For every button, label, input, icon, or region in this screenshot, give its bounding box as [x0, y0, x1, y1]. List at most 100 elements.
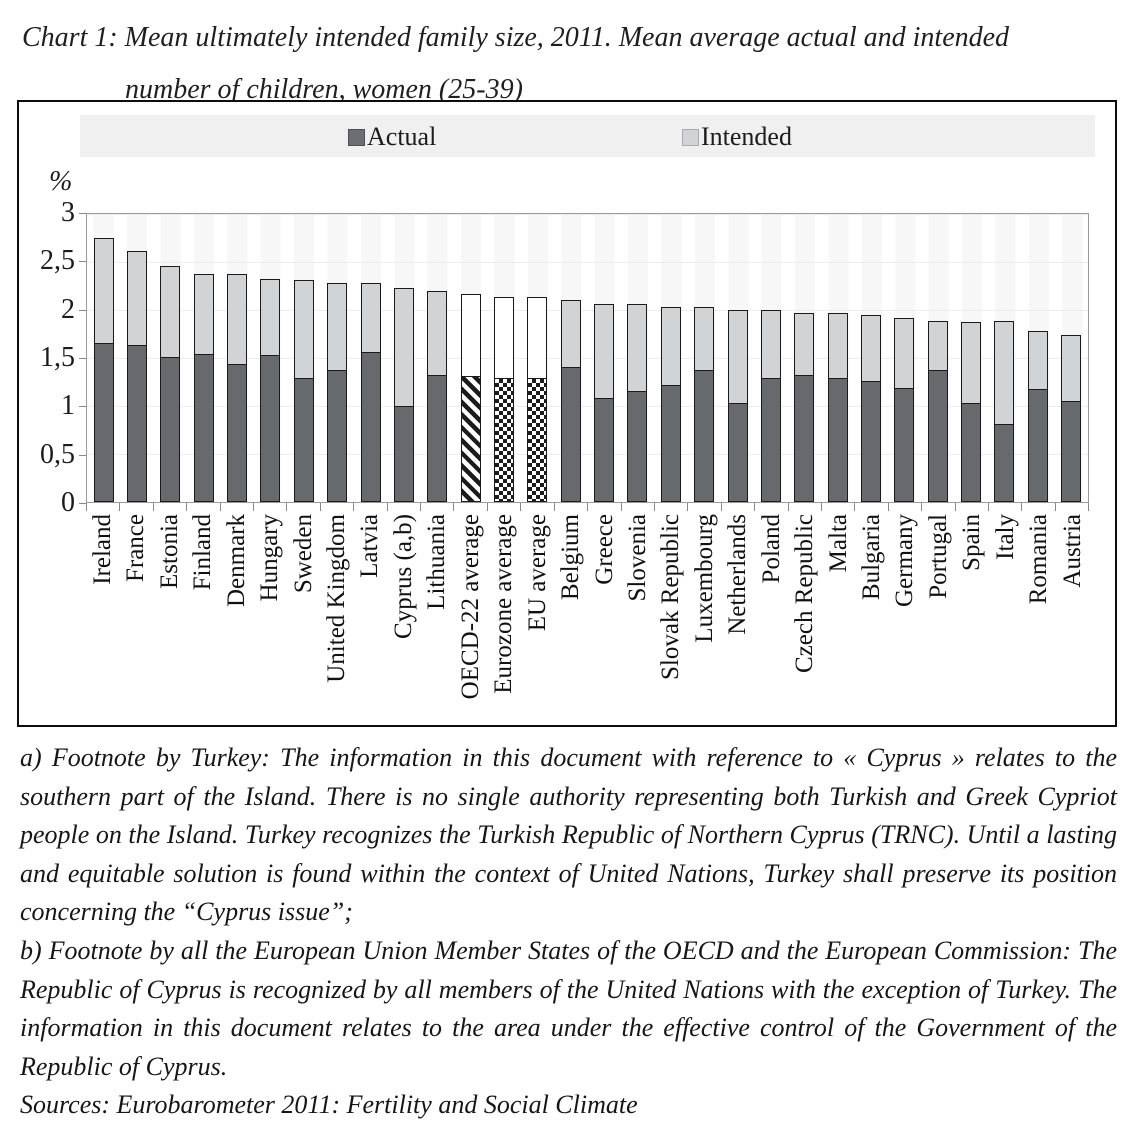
legend-item-actual: Actual	[348, 122, 436, 152]
sources-line: Sources: Eurobarometer 2011: Fertility a…	[20, 1090, 638, 1120]
bar-actual-segment	[293, 378, 314, 502]
bar-intended-segment	[660, 306, 681, 386]
footnotes: a) Footnote by Turkey: The information i…	[20, 739, 1117, 1125]
x-axis-label-cell: Hungary	[253, 514, 286, 719]
x-axis-label: Poland	[757, 514, 785, 584]
x-axis-tick-mark	[889, 503, 923, 511]
bar-actual-segment	[827, 378, 848, 502]
bar-actual-segment	[894, 387, 915, 502]
x-axis-label: Ireland	[88, 514, 116, 585]
bar-intended-segment	[360, 282, 381, 353]
x-axis-label: EU average	[523, 514, 551, 632]
x-axis-tick-mark	[388, 503, 422, 511]
bar-intended-segment	[460, 294, 481, 377]
x-axis-label: United Kingdom	[323, 514, 351, 683]
y-axis-tick-mark	[79, 406, 87, 408]
legend-item-intended: Intended	[682, 122, 792, 152]
stacked-bar	[193, 273, 214, 502]
x-axis-label: Estonia	[155, 514, 183, 589]
bar-column	[921, 214, 954, 502]
x-axis-label: Slovenia	[623, 514, 651, 602]
stacked-bar	[460, 294, 481, 502]
x-axis-label-cell: Belgium	[554, 514, 587, 719]
bar-actual-segment	[93, 342, 114, 502]
bar-column	[87, 214, 120, 502]
bar-intended-segment	[427, 291, 448, 376]
stacked-bar	[527, 297, 548, 502]
x-axis-tick-mark	[254, 503, 288, 511]
bar-column	[1021, 214, 1054, 502]
x-axis-tick-mark	[354, 503, 388, 511]
x-axis-label: Hungary	[256, 514, 284, 602]
x-axis-tick-mark	[755, 503, 789, 511]
legend-label-actual: Actual	[367, 122, 437, 151]
stacked-bar	[994, 321, 1015, 502]
footnote-b: b) Footnote by all the European Union Me…	[20, 935, 1117, 1081]
bar-intended-segment	[961, 322, 982, 404]
x-axis-tick-mark	[187, 503, 221, 511]
bars-container	[87, 214, 1088, 502]
x-axis-label-cell: Slovak Republic	[654, 514, 687, 719]
x-axis-tick-mark	[321, 503, 355, 511]
x-axis-label-cell: Estonia	[153, 514, 186, 719]
stacked-bar	[293, 279, 314, 502]
x-axis-tick-mark	[588, 503, 622, 511]
x-axis-tick-mark	[287, 503, 321, 511]
x-axis-label-cell: Netherlands	[721, 514, 754, 719]
stacked-bar	[694, 306, 715, 502]
stacked-bar	[1061, 334, 1082, 502]
x-axis-label-cell: Austria	[1056, 514, 1089, 719]
x-axis-tick-mark	[1022, 503, 1056, 511]
bar-actual-segment	[927, 369, 948, 502]
bar-column	[287, 214, 320, 502]
x-axis-tick-mark	[521, 503, 555, 511]
bar-intended-segment	[293, 279, 314, 379]
x-axis-label: Portugal	[924, 514, 952, 599]
bar-intended-segment	[794, 312, 815, 376]
bar-actual-segment	[1027, 388, 1048, 502]
bar-actual-segment	[460, 376, 481, 502]
bar-actual-segment	[260, 355, 281, 502]
bar-actual-segment	[727, 403, 748, 502]
bar-intended-segment	[127, 250, 148, 346]
x-axis-label: Slovak Republic	[657, 514, 685, 680]
bar-column	[354, 214, 387, 502]
x-axis-label-cell: Finland	[186, 514, 219, 719]
y-axis-tick-label: 1,5	[40, 342, 75, 373]
x-axis-label: Sweden	[289, 514, 317, 594]
bar-column	[321, 214, 354, 502]
bar-column	[721, 214, 754, 502]
stacked-bar	[1027, 330, 1048, 502]
x-axis-label-cell: Latvia	[354, 514, 387, 719]
bar-intended-segment	[93, 238, 114, 343]
x-axis-tick-mark	[120, 503, 154, 511]
bar-intended-segment	[327, 282, 348, 370]
chart-title-line2: number of children, women (25-39)	[125, 74, 523, 105]
bar-actual-segment	[961, 403, 982, 502]
stacked-bar	[627, 303, 648, 502]
bar-intended-segment	[594, 303, 615, 398]
bar-column	[487, 214, 520, 502]
bar-column	[220, 214, 253, 502]
bar-column	[554, 214, 587, 502]
x-axis-tick-mark	[87, 503, 121, 511]
bar-column	[988, 214, 1021, 502]
bar-column	[954, 214, 987, 502]
x-axis-tick-mark	[722, 503, 756, 511]
stacked-bar	[594, 303, 615, 502]
stacked-bar	[727, 309, 748, 502]
stacked-bar	[894, 318, 915, 502]
stacked-bar	[260, 278, 281, 502]
x-axis-tick-mark	[221, 503, 255, 511]
bar-column	[454, 214, 487, 502]
x-axis-label-cell: Lithuania	[420, 514, 453, 719]
bar-actual-segment	[694, 369, 715, 502]
x-axis-tick-mark	[822, 503, 856, 511]
x-axis-tick-mark	[421, 503, 455, 511]
bar-column	[687, 214, 720, 502]
bar-intended-segment	[160, 266, 181, 357]
x-axis-label-cell: Cyprus (a,b)	[387, 514, 420, 719]
bar-intended-segment	[193, 273, 214, 355]
y-axis-tick-mark	[79, 213, 87, 214]
footnote-a: a) Footnote by Turkey: The information i…	[20, 743, 1117, 927]
